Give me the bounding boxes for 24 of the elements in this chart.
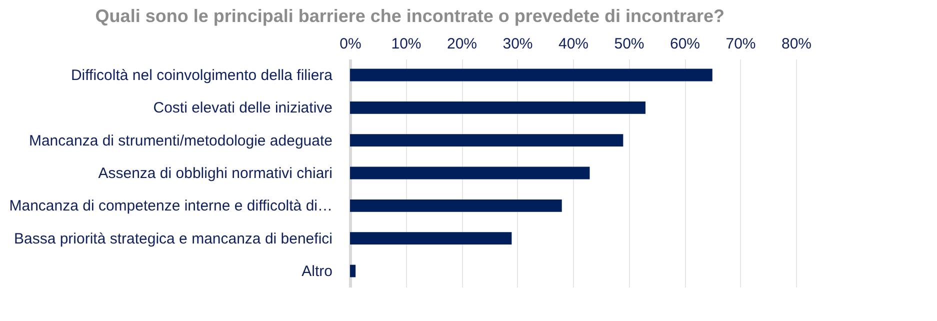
- y-tick-label: Costi elevati delle iniziative: [153, 100, 332, 117]
- bar: [350, 166, 590, 180]
- y-tick-label: Mancanza di competenze interne e difficoltà di…: [9, 198, 332, 215]
- bar: [350, 134, 624, 147]
- y-tick-label: Bassa priorità strategica e mancanza di benefici: [14, 230, 332, 248]
- x-tick-label: 50%: [614, 36, 644, 52]
- x-tick-label: 10%: [391, 36, 422, 52]
- bar: [350, 264, 356, 278]
- x-tick-label: 40%: [558, 36, 589, 52]
- chart-title: Quali sono le principali barriere che incontrate o prevedete di incontrare?: [95, 6, 724, 26]
- y-tick-label: Assenza di obblighi normativi chiari: [98, 165, 332, 182]
- bar: [350, 232, 512, 245]
- bar: [350, 101, 646, 114]
- x-tick-label: 60%: [670, 36, 700, 52]
- y-tick-label: Altro: [302, 262, 332, 280]
- x-tick-label: 30%: [502, 36, 533, 52]
- y-tick-label: Mancanza di strumenti/metodologie adeguate: [28, 132, 332, 150]
- x-tick-label: 0%: [340, 36, 362, 52]
- x-tick-label: 70%: [726, 36, 756, 52]
- x-tick-label: 20%: [446, 36, 478, 52]
- x-tick-label: 80%: [781, 36, 812, 52]
- y-tick-label: Difficoltà nel coinvolgimento della filiera: [70, 67, 334, 84]
- bar: [350, 68, 712, 82]
- bar: [350, 199, 562, 212]
